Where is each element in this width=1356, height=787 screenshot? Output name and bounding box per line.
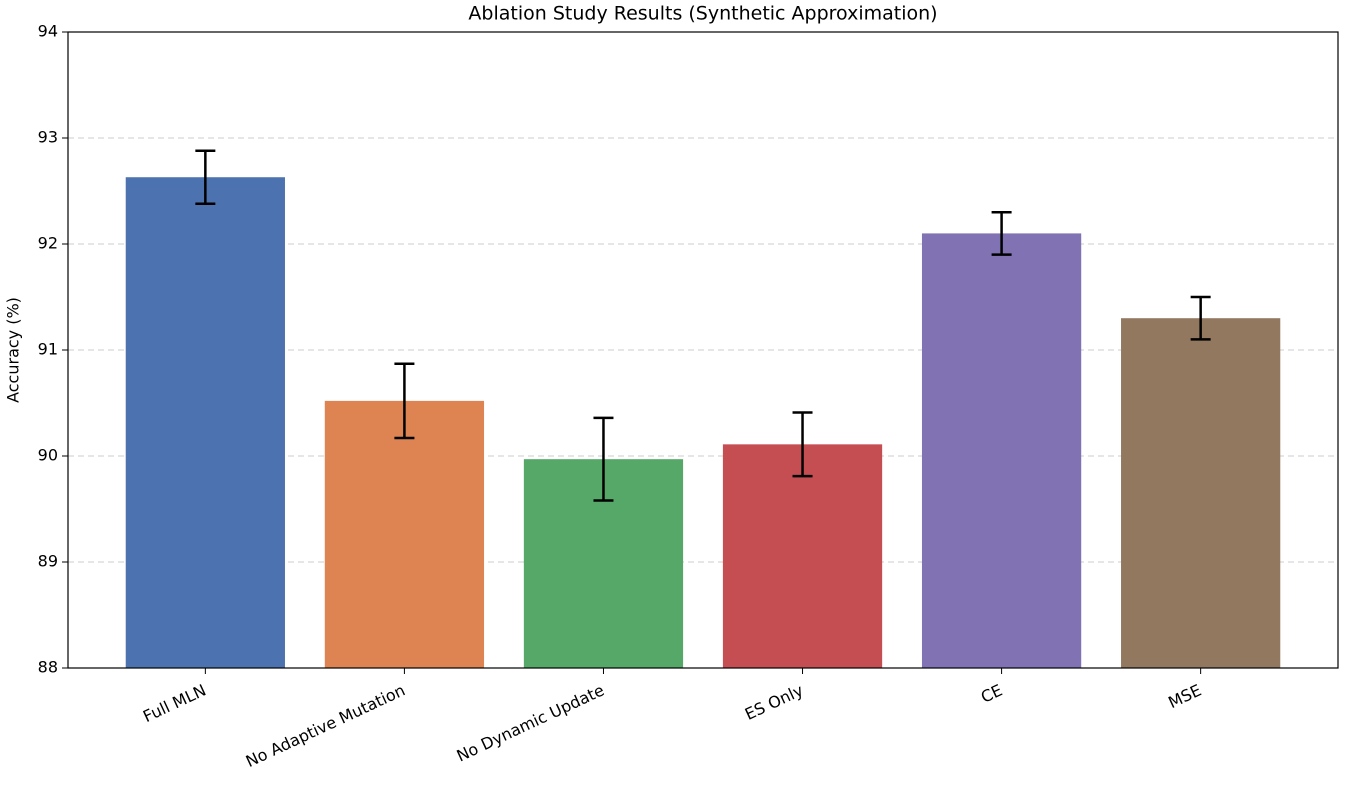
y-tick-label: 90 <box>38 446 58 465</box>
bar <box>125 177 285 668</box>
bar <box>921 233 1082 668</box>
bar <box>324 400 485 668</box>
plot-frame <box>67 31 1339 669</box>
y-tick-label: 94 <box>38 22 58 41</box>
y-tick-label: 91 <box>38 340 58 359</box>
bar <box>1121 318 1281 668</box>
chart-title: Ablation Study Results (Synthetic Approx… <box>468 3 937 25</box>
y-tick-label: 88 <box>38 658 58 677</box>
y-tick-label: 89 <box>38 552 58 571</box>
x-tick-label: No Adaptive Mutation <box>243 680 408 771</box>
y-axis-label: Accuracy (%) <box>4 297 23 403</box>
bar <box>722 444 883 668</box>
x-tick-label: No Dynamic Update <box>454 680 607 765</box>
y-tick-label: 93 <box>38 128 58 147</box>
x-tick-label: Full MLN <box>140 680 209 726</box>
y-tick-label: 92 <box>38 234 58 253</box>
x-tick-label: CE <box>978 680 1005 706</box>
x-tick-label: ES Only <box>742 680 806 723</box>
x-tick-label: MSE <box>1165 680 1204 712</box>
